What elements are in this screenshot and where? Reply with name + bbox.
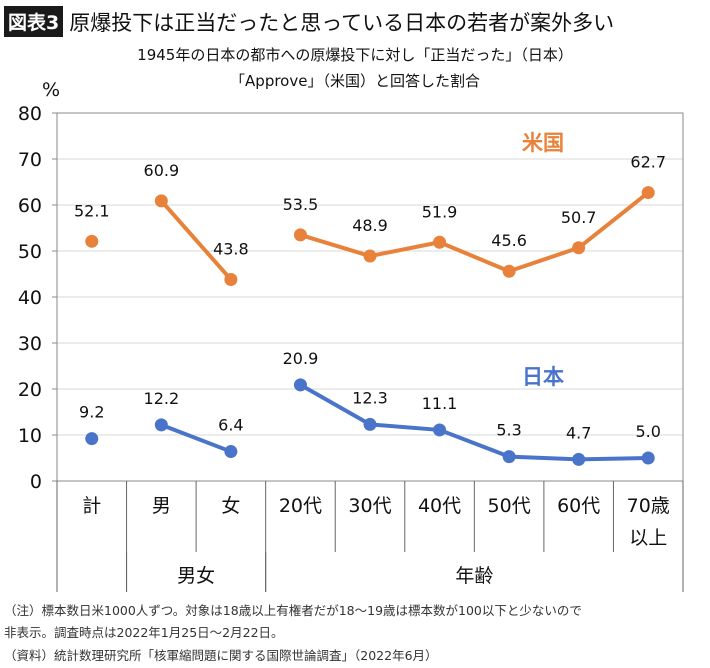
data-point: [641, 451, 655, 465]
category-label: 60代: [557, 495, 600, 517]
data-point: [224, 273, 238, 287]
figure-badge: 図表3: [4, 6, 64, 37]
data-label: 48.9: [352, 216, 388, 235]
category-label: 30代: [348, 495, 391, 517]
headline: 原爆投下は正当だったと思っている日本の若者が案外多い: [69, 10, 615, 35]
data-label: 5.0: [635, 422, 660, 441]
category-label: 計: [82, 495, 101, 517]
category-label: 20代: [279, 495, 322, 517]
data-label: 12.3: [352, 388, 388, 407]
category-label: 70歳: [627, 495, 670, 517]
series-label: 米国: [522, 131, 564, 155]
data-label: 6.4: [218, 416, 243, 435]
plot-border: [56, 112, 684, 482]
group-label: 年齢: [455, 565, 493, 587]
data-point: [293, 228, 307, 242]
line-chart: 01020304050607080%計男女 20代 30代 40代 50代 60代 70歳以…: [18, 79, 684, 592]
data-point: [433, 235, 447, 249]
data-label: 60.9: [144, 161, 180, 180]
series-line-日本: [160, 423, 232, 454]
series-line-日本: [299, 383, 649, 462]
chart-title-line-1: 1945年の日本の都市への原爆投下に対し「正当だった」（日本）: [137, 46, 573, 64]
data-label: 12.2: [144, 389, 180, 408]
series-label: 日本: [522, 365, 564, 389]
series-line-米国: [299, 191, 650, 274]
data-label: 5.3: [496, 421, 521, 440]
category-label: 男: [152, 495, 171, 517]
y-tick-label: 10: [18, 425, 42, 447]
y-axis-unit: %: [42, 79, 60, 101]
data-point: [85, 432, 99, 446]
data-point: [224, 445, 238, 459]
data-label: 62.7: [630, 153, 666, 172]
data-point: [363, 249, 377, 263]
data-point: [641, 186, 655, 200]
category-label: 以上: [629, 527, 667, 549]
data-point: [572, 452, 586, 466]
data-point: [502, 264, 516, 278]
y-tick-label: 50: [18, 241, 42, 263]
data-label: 4.7: [566, 423, 591, 442]
y-tick-label: 60: [18, 195, 42, 217]
data-point: [154, 418, 168, 432]
y-tick-label: 20: [18, 379, 42, 401]
y-tick-label: 70: [18, 149, 42, 171]
data-point: [572, 241, 586, 255]
data-label: 51.9: [422, 202, 458, 221]
note-line-1: （注）標本数日米1000人ずつ。対象は18歳以上有権者だが18～19歳は標本数が…: [4, 603, 582, 618]
data-label: 45.6: [491, 231, 527, 250]
y-tick-label: 30: [18, 333, 42, 355]
y-tick-label: 40: [18, 287, 42, 309]
source-line: （資料）統計数理研究所「核軍縮問題に関する国際世論調査」（2022年6月）: [4, 648, 438, 663]
chart-title-line-2: 「Approve」（米国）と回答した割合: [230, 72, 480, 90]
category-label: 40代: [418, 495, 461, 517]
data-point: [293, 378, 307, 392]
header: 図表3 原爆投下は正当だったと思っている日本の若者が案外多い: [4, 6, 614, 37]
data-label: 9.2: [79, 403, 104, 422]
category-label: 女: [221, 495, 240, 517]
data-label: 11.1: [422, 394, 458, 413]
data-label: 43.8: [213, 240, 249, 259]
data-point: [85, 234, 99, 248]
data-label: 20.9: [283, 349, 319, 368]
data-label: 50.7: [561, 208, 597, 227]
y-tick-label: 0: [30, 471, 42, 493]
note-line-2: 非表示。調査時点は2022年1月25日～2月22日。: [4, 625, 284, 640]
data-label: 52.1: [74, 201, 110, 220]
data-point: [502, 450, 516, 464]
group-label: 男女: [177, 565, 215, 587]
data-label: 53.5: [283, 195, 319, 214]
category-label: 50代: [488, 495, 531, 517]
data-point: [433, 423, 447, 437]
data-point: [363, 417, 377, 431]
y-tick-label: 80: [18, 103, 42, 125]
series-line-米国: [159, 199, 233, 281]
data-point: [154, 194, 168, 208]
